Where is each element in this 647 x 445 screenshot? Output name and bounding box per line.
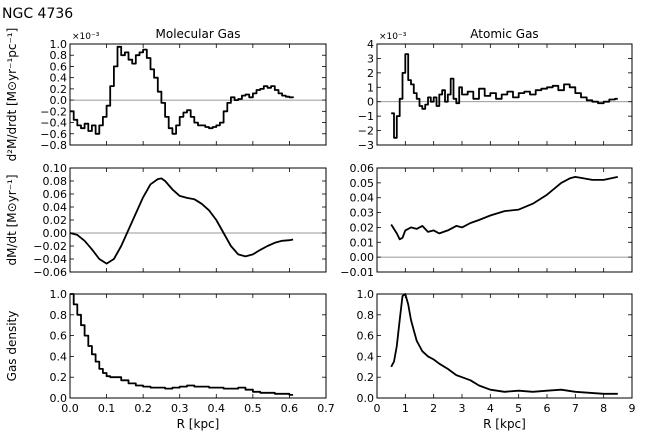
y-tick-label: 0.6 xyxy=(50,330,68,343)
plot-frame xyxy=(376,293,633,399)
x-tick-label: 1 xyxy=(402,402,409,415)
plot-frame xyxy=(69,293,327,399)
x-tick-label: 9 xyxy=(629,402,636,415)
x-tick-label: 0.7 xyxy=(317,402,335,415)
y-tick-label: 0.4 xyxy=(50,72,68,85)
y-tick-label: 0.06 xyxy=(43,188,68,201)
y-tick-label: 0.0 xyxy=(50,94,68,107)
y-tick-label: 0.04 xyxy=(43,201,68,214)
y-tick-label: 1 xyxy=(367,81,374,94)
x-tick-label: 6 xyxy=(544,402,551,415)
x-tick-label: 7 xyxy=(572,402,579,415)
y-tick-label: 0.01 xyxy=(350,236,375,249)
y-tick-label: 0.2 xyxy=(50,371,68,384)
y-tick-label: −0.6 xyxy=(40,128,67,141)
y-tick-label: −0.4 xyxy=(40,117,67,130)
x-tick-label: 0.1 xyxy=(98,402,116,415)
x-tick-label: 0.4 xyxy=(208,402,226,415)
y-tick-label: 0.2 xyxy=(50,83,68,96)
data-series-line xyxy=(390,293,618,395)
y-tick-label: 0 xyxy=(367,96,374,109)
y-axis-label: d²M/drdt [M⊙yr⁻¹pc⁻¹] xyxy=(5,28,19,162)
y-tick-label: −0.01 xyxy=(340,266,374,279)
y-tick-label: 1.0 xyxy=(50,288,68,301)
x-tick-label: 0.3 xyxy=(171,402,189,415)
y-tick-label: −3 xyxy=(358,139,374,152)
data-series-line xyxy=(69,177,294,265)
y-tick-label: −2 xyxy=(358,125,374,138)
x-tick-label: 5 xyxy=(515,402,522,415)
plot-frame xyxy=(376,167,633,273)
x-axis-label: R [kpc] xyxy=(483,417,526,431)
y-tick-label: 0.03 xyxy=(350,207,375,220)
plot-frame xyxy=(376,43,633,146)
y-tick-label: −0.2 xyxy=(40,105,67,118)
y-axis-label: dM/dt [M⊙yr⁻¹] xyxy=(5,174,19,265)
y-tick-label: 4 xyxy=(367,38,374,51)
panel-atomic_rate: −3−2 −10 12 34 Atomic Gas ×10⁻³ xyxy=(358,27,633,152)
y-tick-label: 0.00 xyxy=(43,227,68,240)
y-tick-label: −0.04 xyxy=(33,253,67,266)
x-tick-label: 0 xyxy=(374,402,381,415)
plot-frame xyxy=(69,43,327,146)
y-tick-label: −0.02 xyxy=(33,240,67,253)
y-tick-label: 0.2 xyxy=(357,371,375,384)
x-tick-label: 0.5 xyxy=(244,402,262,415)
panel-atomic_density: 0.0 0.2 0.4 0.6 0.8 1.0 0 1 2 3 4 5 6 7 8 9 R [kpc] xyxy=(357,288,636,431)
panel-title: Atomic Gas xyxy=(470,27,538,41)
panel-molecular_flow: −0.06−0.04−0.020.000.020.040.060.080.10 d… xyxy=(5,162,327,279)
y-tick-label: 0.00 xyxy=(350,251,375,264)
x-tick-label: 3 xyxy=(459,402,466,415)
panels: −0.8−0.6−0.4−0.20.00.20.40.60.81.0Molecu… xyxy=(5,27,636,431)
axis-multiplier: ×10⁻³ xyxy=(72,32,100,42)
y-axis-label: Gas density xyxy=(5,311,19,382)
x-tick-label: 2 xyxy=(430,402,437,415)
x-tick-label: 0.0 xyxy=(61,402,79,415)
y-tick-label: 0.08 xyxy=(43,175,68,188)
x-tick-label: 8 xyxy=(600,402,607,415)
y-tick-label: 0.0 xyxy=(50,392,68,405)
x-tick-label: 0.2 xyxy=(134,402,152,415)
panel-title: Molecular Gas xyxy=(156,27,241,41)
y-tick-label: 0.04 xyxy=(350,192,375,205)
y-tick-label: 0.4 xyxy=(50,350,68,363)
y-tick-label: −0.06 xyxy=(33,266,67,279)
y-tick-label: 1.0 xyxy=(357,288,375,301)
plot-frame xyxy=(69,167,327,273)
data-series-line xyxy=(70,293,294,396)
y-tick-label: 0.8 xyxy=(357,309,375,322)
y-tick-label: 0.6 xyxy=(357,330,375,343)
y-tick-label: 1.0 xyxy=(50,38,68,51)
y-tick-label: 0.0 xyxy=(357,392,375,405)
figure-title: NGC 4736 xyxy=(2,6,73,22)
panel-molecular_density: 0.0 0.2 0.4 0.6 0.8 1.0 0.0 0.1 0.2 0.3 0.4 0.5 0.6 0… xyxy=(5,288,335,431)
y-tick-label: 0.05 xyxy=(350,177,375,190)
x-axis-label: R [kpc] xyxy=(177,417,220,431)
panel-molecular_rate: −0.8−0.6−0.4−0.20.00.20.40.60.81.0 Molecu… xyxy=(5,27,327,162)
data-series-line xyxy=(391,53,618,139)
y-tick-label: 0.06 xyxy=(350,162,375,175)
panel-atomic_flow: −0.01 0.00 0.01 0.020.03 0.04 0.05 0.06 xyxy=(340,162,633,279)
data-series-line xyxy=(70,45,294,135)
y-tick-label: 0.8 xyxy=(50,49,68,62)
y-tick-label: 0.8 xyxy=(50,309,68,322)
y-tick-label: 3 xyxy=(367,52,374,65)
data-series-line xyxy=(390,176,618,241)
axis-multiplier: ×10⁻³ xyxy=(379,32,407,42)
x-tick-label: 4 xyxy=(487,402,494,415)
x-tick-label: 0.6 xyxy=(281,402,299,415)
y-tick-label: 2 xyxy=(367,67,374,80)
y-tick-label: −0.8 xyxy=(40,139,67,152)
y-tick-label: 0.02 xyxy=(350,221,375,234)
y-tick-label: −1 xyxy=(358,110,374,123)
y-tick-label: 0.4 xyxy=(357,350,375,363)
y-tick-label: 0.02 xyxy=(43,214,68,227)
y-tick-label: 0.6 xyxy=(50,60,68,73)
y-tick-label: 0.10 xyxy=(43,162,68,175)
